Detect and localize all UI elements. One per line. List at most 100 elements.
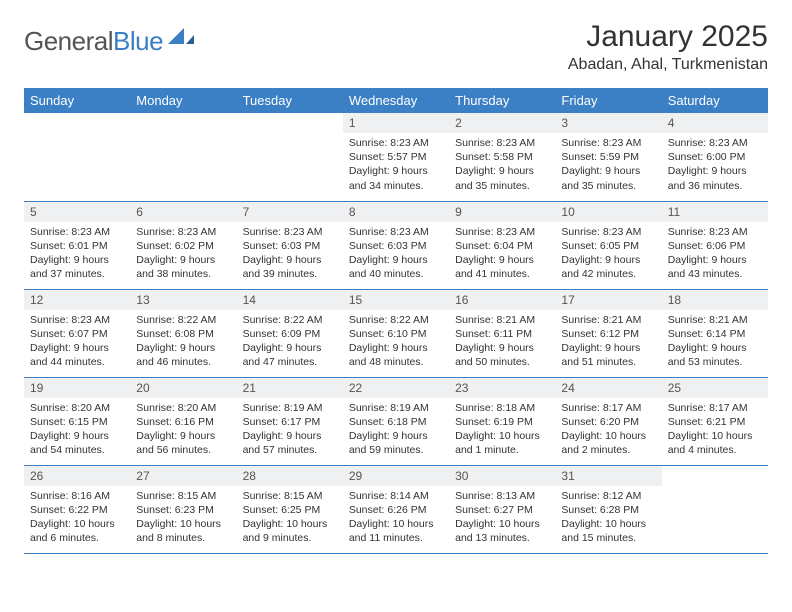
sunset-text: Sunset: 5:58 PM	[455, 150, 549, 164]
sunrise-text: Sunrise: 8:16 AM	[30, 489, 124, 503]
calendar-cell	[237, 113, 343, 201]
day-number: 14	[237, 290, 343, 310]
sunset-text: Sunset: 6:09 PM	[243, 327, 337, 341]
page-title: January 2025	[568, 20, 768, 54]
day-header-row: Sunday Monday Tuesday Wednesday Thursday…	[24, 88, 768, 113]
sunrise-text: Sunrise: 8:23 AM	[668, 136, 762, 150]
sunrise-text: Sunrise: 8:18 AM	[455, 401, 549, 415]
location-label: Abadan, Ahal, Turkmenistan	[568, 56, 768, 74]
daylight-text: Daylight: 10 hours and 1 minute.	[455, 429, 549, 457]
calendar-cell: 17Sunrise: 8:21 AMSunset: 6:12 PMDayligh…	[555, 289, 661, 377]
calendar-cell: 15Sunrise: 8:22 AMSunset: 6:10 PMDayligh…	[343, 289, 449, 377]
daylight-text: Daylight: 9 hours and 47 minutes.	[243, 341, 337, 369]
daylight-text: Daylight: 9 hours and 39 minutes.	[243, 253, 337, 281]
day-number: 25	[662, 378, 768, 398]
calendar-row: 12Sunrise: 8:23 AMSunset: 6:07 PMDayligh…	[24, 289, 768, 377]
day-details: Sunrise: 8:23 AMSunset: 5:59 PMDaylight:…	[555, 133, 661, 198]
daylight-text: Daylight: 9 hours and 57 minutes.	[243, 429, 337, 457]
daylight-text: Daylight: 10 hours and 9 minutes.	[243, 517, 337, 545]
sunrise-text: Sunrise: 8:23 AM	[30, 225, 124, 239]
sunset-text: Sunset: 6:04 PM	[455, 239, 549, 253]
col-fri: Friday	[555, 88, 661, 113]
daylight-text: Daylight: 9 hours and 54 minutes.	[30, 429, 124, 457]
sunrise-text: Sunrise: 8:21 AM	[455, 313, 549, 327]
sunrise-text: Sunrise: 8:17 AM	[561, 401, 655, 415]
day-details: Sunrise: 8:20 AMSunset: 6:15 PMDaylight:…	[24, 398, 130, 463]
logo: GeneralBlue	[24, 20, 196, 57]
calendar-cell: 16Sunrise: 8:21 AMSunset: 6:11 PMDayligh…	[449, 289, 555, 377]
sunset-text: Sunset: 6:15 PM	[30, 415, 124, 429]
sunset-text: Sunset: 6:02 PM	[136, 239, 230, 253]
day-number: 15	[343, 290, 449, 310]
day-number: 6	[130, 202, 236, 222]
day-details: Sunrise: 8:23 AMSunset: 5:58 PMDaylight:…	[449, 133, 555, 198]
sunrise-text: Sunrise: 8:23 AM	[455, 136, 549, 150]
calendar-cell: 19Sunrise: 8:20 AMSunset: 6:15 PMDayligh…	[24, 377, 130, 465]
sunset-text: Sunset: 6:20 PM	[561, 415, 655, 429]
daylight-text: Daylight: 9 hours and 56 minutes.	[136, 429, 230, 457]
calendar-row: 5Sunrise: 8:23 AMSunset: 6:01 PMDaylight…	[24, 201, 768, 289]
calendar-row: 19Sunrise: 8:20 AMSunset: 6:15 PMDayligh…	[24, 377, 768, 465]
calendar-cell: 9Sunrise: 8:23 AMSunset: 6:04 PMDaylight…	[449, 201, 555, 289]
calendar-cell: 29Sunrise: 8:14 AMSunset: 6:26 PMDayligh…	[343, 465, 449, 553]
daylight-text: Daylight: 10 hours and 13 minutes.	[455, 517, 549, 545]
sunrise-text: Sunrise: 8:13 AM	[455, 489, 549, 503]
daylight-text: Daylight: 9 hours and 36 minutes.	[668, 164, 762, 192]
calendar-cell: 31Sunrise: 8:12 AMSunset: 6:28 PMDayligh…	[555, 465, 661, 553]
sunset-text: Sunset: 6:03 PM	[349, 239, 443, 253]
day-number: 16	[449, 290, 555, 310]
calendar-row: 1Sunrise: 8:23 AMSunset: 5:57 PMDaylight…	[24, 113, 768, 201]
sunrise-text: Sunrise: 8:22 AM	[136, 313, 230, 327]
calendar-cell: 8Sunrise: 8:23 AMSunset: 6:03 PMDaylight…	[343, 201, 449, 289]
sunset-text: Sunset: 6:28 PM	[561, 503, 655, 517]
calendar-cell: 28Sunrise: 8:15 AMSunset: 6:25 PMDayligh…	[237, 465, 343, 553]
daylight-text: Daylight: 9 hours and 34 minutes.	[349, 164, 443, 192]
calendar-cell: 27Sunrise: 8:15 AMSunset: 6:23 PMDayligh…	[130, 465, 236, 553]
sunrise-text: Sunrise: 8:23 AM	[561, 225, 655, 239]
day-details: Sunrise: 8:13 AMSunset: 6:27 PMDaylight:…	[449, 486, 555, 551]
daylight-text: Daylight: 9 hours and 53 minutes.	[668, 341, 762, 369]
day-details: Sunrise: 8:16 AMSunset: 6:22 PMDaylight:…	[24, 486, 130, 551]
sunset-text: Sunset: 6:16 PM	[136, 415, 230, 429]
calendar-table: Sunday Monday Tuesday Wednesday Thursday…	[24, 88, 768, 554]
daylight-text: Daylight: 9 hours and 44 minutes.	[30, 341, 124, 369]
sunset-text: Sunset: 6:23 PM	[136, 503, 230, 517]
calendar-cell: 20Sunrise: 8:20 AMSunset: 6:16 PMDayligh…	[130, 377, 236, 465]
day-number: 1	[343, 113, 449, 133]
sunset-text: Sunset: 6:25 PM	[243, 503, 337, 517]
sunrise-text: Sunrise: 8:20 AM	[30, 401, 124, 415]
sunrise-text: Sunrise: 8:20 AM	[136, 401, 230, 415]
day-details: Sunrise: 8:21 AMSunset: 6:12 PMDaylight:…	[555, 310, 661, 375]
sunrise-text: Sunrise: 8:19 AM	[349, 401, 443, 415]
daylight-text: Daylight: 9 hours and 42 minutes.	[561, 253, 655, 281]
sunset-text: Sunset: 5:59 PM	[561, 150, 655, 164]
day-details: Sunrise: 8:19 AMSunset: 6:18 PMDaylight:…	[343, 398, 449, 463]
sunset-text: Sunset: 6:14 PM	[668, 327, 762, 341]
day-details: Sunrise: 8:22 AMSunset: 6:10 PMDaylight:…	[343, 310, 449, 375]
col-thu: Thursday	[449, 88, 555, 113]
sunset-text: Sunset: 6:05 PM	[561, 239, 655, 253]
daylight-text: Daylight: 9 hours and 59 minutes.	[349, 429, 443, 457]
day-number: 24	[555, 378, 661, 398]
day-details: Sunrise: 8:22 AMSunset: 6:09 PMDaylight:…	[237, 310, 343, 375]
day-number: 5	[24, 202, 130, 222]
calendar-cell: 21Sunrise: 8:19 AMSunset: 6:17 PMDayligh…	[237, 377, 343, 465]
day-details: Sunrise: 8:21 AMSunset: 6:11 PMDaylight:…	[449, 310, 555, 375]
calendar-cell: 13Sunrise: 8:22 AMSunset: 6:08 PMDayligh…	[130, 289, 236, 377]
daylight-text: Daylight: 9 hours and 35 minutes.	[455, 164, 549, 192]
day-number: 19	[24, 378, 130, 398]
day-number: 26	[24, 466, 130, 486]
calendar-row: 26Sunrise: 8:16 AMSunset: 6:22 PMDayligh…	[24, 465, 768, 553]
sunrise-text: Sunrise: 8:22 AM	[243, 313, 337, 327]
day-number: 8	[343, 202, 449, 222]
sunset-text: Sunset: 6:00 PM	[668, 150, 762, 164]
day-number: 21	[237, 378, 343, 398]
daylight-text: Daylight: 9 hours and 35 minutes.	[561, 164, 655, 192]
sunset-text: Sunset: 6:06 PM	[668, 239, 762, 253]
day-details: Sunrise: 8:15 AMSunset: 6:23 PMDaylight:…	[130, 486, 236, 551]
day-number: 22	[343, 378, 449, 398]
daylight-text: Daylight: 9 hours and 50 minutes.	[455, 341, 549, 369]
day-details: Sunrise: 8:17 AMSunset: 6:21 PMDaylight:…	[662, 398, 768, 463]
day-details: Sunrise: 8:23 AMSunset: 6:00 PMDaylight:…	[662, 133, 768, 198]
calendar-cell: 1Sunrise: 8:23 AMSunset: 5:57 PMDaylight…	[343, 113, 449, 201]
